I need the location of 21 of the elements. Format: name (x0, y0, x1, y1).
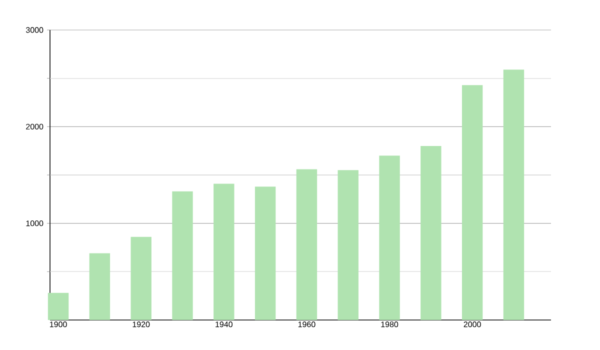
bar (254, 186, 276, 320)
bar (296, 169, 318, 320)
y-tick-label: 3000 (26, 27, 44, 33)
x-tick-label: 1900 (50, 322, 67, 328)
x-tick-label: 2000 (464, 322, 481, 328)
bar (214, 184, 234, 320)
bar (338, 170, 358, 320)
bar (89, 253, 110, 320)
bar (48, 292, 69, 320)
bar (462, 85, 483, 320)
y-tick-label: 2000 (26, 124, 44, 130)
x-tick-label: 1920 (132, 322, 150, 328)
x-tick-label: 1940 (216, 322, 232, 328)
bar (172, 191, 193, 320)
bar (503, 70, 524, 320)
y-tick-label: 1000 (26, 220, 44, 226)
x-tick-label: 1960 (298, 322, 316, 328)
x-tick-label: 1980 (381, 322, 398, 328)
bar (420, 146, 442, 320)
bar (379, 156, 400, 320)
bar (130, 236, 152, 320)
